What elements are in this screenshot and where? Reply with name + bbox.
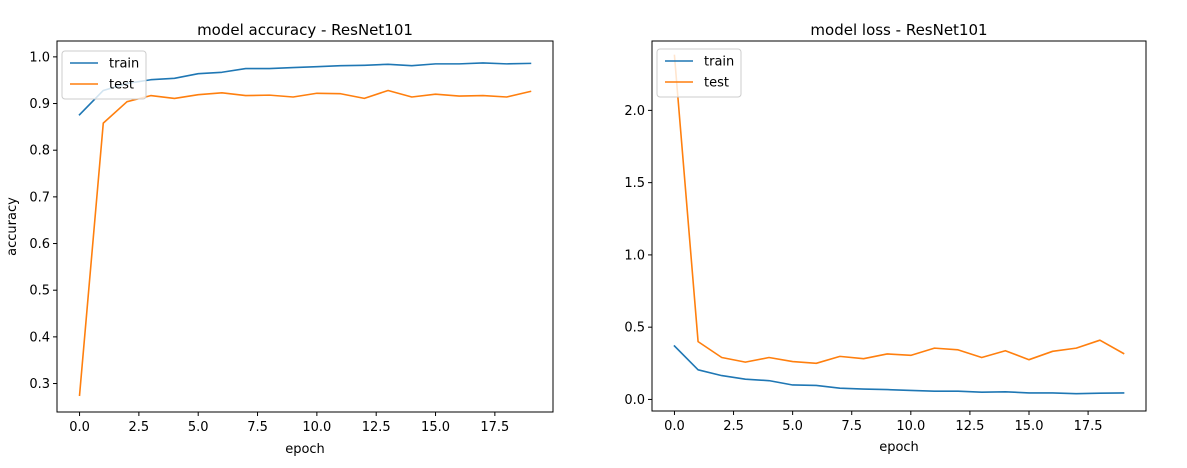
y-tick-label: 0.4 — [29, 330, 50, 345]
y-axis-label: accuracy — [5, 197, 20, 256]
y-tick-label: 0.9 — [29, 97, 50, 112]
x-tick-label: 12.5 — [362, 420, 391, 435]
x-tick-label: 12.5 — [955, 419, 984, 434]
plot-area: 0.0 2.5 5.0 7.5 10.0 12.5 15.0 17.5 0.0 0.5 1.0 1.5… — [624, 54, 1125, 434]
chart-title: model loss - ResNet101 — [810, 21, 987, 39]
x-tick-label: 15.0 — [1015, 419, 1044, 434]
x-tick-label: 2.5 — [723, 419, 744, 434]
legend-label-train: train — [109, 57, 139, 72]
series-line-train — [78, 62, 532, 116]
x-tick-label: 0.0 — [664, 419, 685, 434]
legend: train test — [61, 50, 147, 100]
axes-frame — [56, 40, 554, 413]
y-tick-label: 0.7 — [29, 190, 50, 205]
y-tick-label: 1.0 — [29, 50, 50, 65]
chart-title: model accuracy - ResNet101 — [197, 21, 413, 39]
series-line-test — [673, 54, 1125, 365]
y-tick-label: 2.0 — [624, 104, 645, 119]
accuracy-chart: model accuracy - ResNet101 0.0 2.5 5.0 7.5 1… — [5, 21, 554, 457]
x-tick-label: 5.0 — [188, 420, 209, 435]
legend-label-test: test — [704, 76, 729, 91]
y-tick-label: 0.6 — [29, 237, 50, 252]
x-tick-label: 2.5 — [129, 420, 150, 435]
y-tick-label: 0.5 — [29, 284, 50, 299]
y-tick-label: 0.3 — [29, 377, 50, 392]
y-tick-label: 0.5 — [624, 321, 645, 336]
loss-chart: model loss - ResNet101 0.0 2.5 5.0 7.5 10.0 1… — [624, 21, 1147, 455]
axes-frame — [651, 40, 1147, 412]
x-axis-label: epoch — [879, 440, 919, 455]
series-line-test — [78, 89, 532, 397]
x-tick-label: 7.5 — [841, 419, 862, 434]
legend-label-train: train — [704, 55, 734, 70]
legend: train test — [656, 48, 742, 98]
x-tick-label: 17.5 — [480, 420, 509, 435]
legend-label-test: test — [109, 78, 134, 93]
x-tick-label: 17.5 — [1074, 419, 1103, 434]
x-tick-label: 5.0 — [782, 419, 803, 434]
x-axis-label: epoch — [285, 442, 325, 457]
y-tick-label: 0.8 — [29, 144, 50, 159]
x-tick-label: 0.0 — [69, 420, 90, 435]
y-tick-label: 1.5 — [624, 176, 645, 191]
x-tick-label: 15.0 — [421, 420, 450, 435]
x-tick-label: 10.0 — [302, 420, 331, 435]
x-tick-label: 7.5 — [247, 420, 268, 435]
x-tick-label: 10.0 — [896, 419, 925, 434]
series-line-train — [673, 344, 1125, 395]
y-tick-label: 0.0 — [624, 393, 645, 408]
plot-area: 0.0 2.5 5.0 7.5 10.0 12.5 15.0 17.5 0.3 0.4 0.5 0.6… — [29, 50, 532, 435]
y-tick-label: 1.0 — [624, 248, 645, 263]
